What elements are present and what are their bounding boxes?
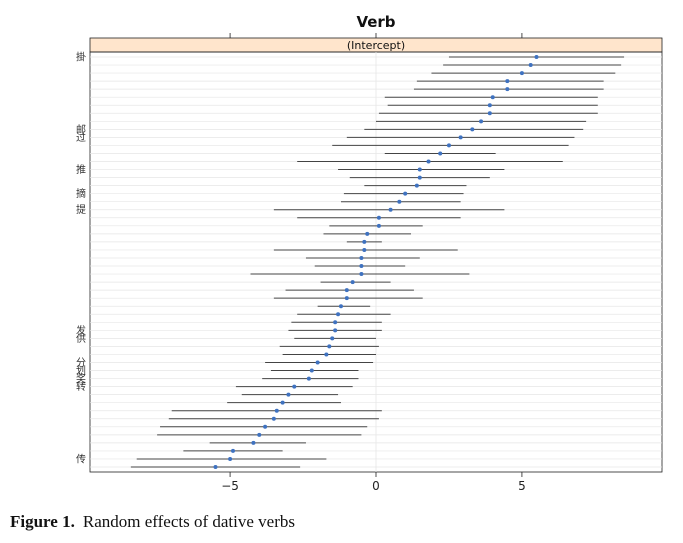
y-tick-label: 摘 [76, 187, 86, 200]
estimate-point [228, 456, 233, 461]
estimate-point [438, 151, 443, 156]
estimate-point [271, 416, 276, 421]
y-tick-label: 提 [76, 204, 86, 216]
estimate-point [306, 376, 311, 381]
y-tick-label: 供 [76, 332, 86, 345]
estimate-point [417, 167, 422, 172]
estimate-point [309, 368, 314, 373]
estimate-point [280, 400, 285, 405]
estimate-point [327, 344, 332, 349]
y-tick-label: 过 [76, 131, 86, 144]
estimate-point [458, 135, 463, 140]
x-tick-label: 5 [518, 479, 526, 493]
estimate-point [426, 159, 431, 164]
estimate-point [487, 103, 492, 108]
estimate-point [350, 280, 355, 285]
estimate-point [344, 288, 349, 293]
chart-title: Verb [356, 13, 395, 31]
y-tick-label: 转 [76, 380, 86, 393]
estimate-point [505, 79, 510, 84]
estimate-point [213, 465, 218, 469]
y-tick-label: 邮 [76, 123, 86, 136]
estimate-point [528, 63, 533, 68]
x-axis-ticks: −5 0 5 [221, 33, 526, 493]
estimate-point [231, 448, 235, 453]
estimate-point [470, 127, 475, 132]
estimate-point [490, 95, 495, 100]
estimate-point [403, 191, 408, 196]
estimate-point [333, 328, 338, 333]
y-tick-label: 划 [76, 364, 86, 377]
estimate-point [505, 87, 510, 92]
y-tick-label: 奖 [76, 372, 86, 385]
x-tick-label: 0 [372, 479, 380, 493]
y-tick-label: 分 [76, 357, 86, 369]
estimate-point [365, 231, 370, 236]
estimate-point [257, 432, 262, 437]
estimate-point [338, 304, 343, 309]
panel-strip-label: (Intercept) [347, 39, 405, 52]
estimate-point [274, 408, 279, 413]
estimate-point [344, 296, 349, 301]
y-tick-label: 传 [76, 453, 86, 465]
estimate-point [315, 360, 320, 365]
estimate-point [417, 175, 422, 180]
estimate-point [263, 424, 268, 429]
estimate-point [362, 239, 367, 244]
caption-text: Random effects of dative verbs [82, 512, 295, 531]
estimate-point [534, 55, 539, 59]
estimate-point [251, 440, 256, 445]
y-tick-label: 掛 [76, 51, 86, 64]
estimate-point [388, 207, 393, 212]
estimate-point [479, 119, 484, 124]
estimate-point [487, 111, 492, 116]
estimate-point [359, 264, 364, 269]
estimate-point [376, 215, 381, 220]
figure-caption: Figure 1. Random effects of dative verbs [10, 512, 670, 532]
estimate-point [414, 183, 419, 188]
estimate-point [292, 384, 297, 389]
estimate-point [446, 143, 451, 148]
estimate-point [359, 255, 364, 260]
estimate-point [330, 336, 335, 341]
estimate-points [213, 55, 539, 469]
x-tick-label: −5 [221, 479, 239, 493]
estimate-point [376, 223, 381, 228]
y-tick-label: 推 [76, 163, 86, 176]
caption-label: Figure 1. [10, 512, 75, 531]
estimate-point [519, 71, 524, 76]
estimate-point [286, 392, 291, 397]
estimate-point [359, 272, 364, 277]
estimate-point [397, 199, 402, 204]
interval-lines [130, 56, 625, 468]
y-tick-label: 发 [76, 324, 86, 337]
estimate-point [333, 320, 338, 325]
estimate-point [324, 352, 329, 357]
gridlines [90, 52, 662, 472]
estimate-point [362, 247, 367, 252]
estimate-point [336, 312, 341, 317]
